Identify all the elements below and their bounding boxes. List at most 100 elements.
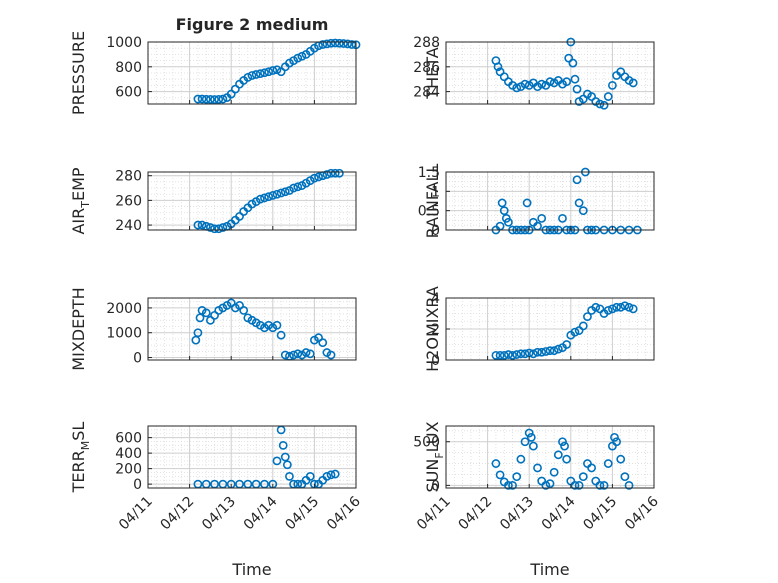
data-point: [524, 428, 534, 438]
data-point: [512, 350, 522, 359]
y-tick-label: 200: [115, 462, 142, 478]
data-point: [322, 471, 332, 481]
x-tick-label: 04/13: [497, 494, 537, 534]
y-tick-label: 1000: [106, 326, 142, 342]
data-point: [326, 350, 336, 360]
data-point: [309, 173, 319, 183]
axes-box: [147, 41, 357, 105]
data-point: [334, 168, 344, 178]
data-point: [255, 69, 265, 79]
data-point: [553, 344, 563, 354]
y-tick-label: 4: [431, 291, 440, 307]
y-tick-label: 0.5: [418, 204, 440, 220]
data-point: [264, 192, 274, 202]
data-point: [528, 441, 538, 451]
data-point: [545, 77, 555, 87]
y-axis-label: TERRMSL: [69, 422, 92, 494]
axes-box: [445, 171, 655, 231]
data-point: [322, 39, 332, 49]
axes-box: [147, 171, 357, 231]
data-point: [330, 469, 340, 479]
data-point: [574, 198, 584, 208]
data-point: [574, 480, 584, 490]
x-tick-label: 04/15: [282, 494, 322, 534]
plot-area: [446, 172, 654, 230]
data-point: [520, 349, 530, 359]
data-point: [553, 450, 563, 460]
data-point: [278, 440, 288, 450]
data-point: [522, 198, 532, 208]
x-tick-label: 04/16: [324, 493, 364, 533]
data-point: [280, 452, 290, 462]
y-tick-label: 2: [431, 322, 440, 338]
data-point: [516, 349, 526, 359]
y-tick-label: 260: [115, 193, 142, 209]
data-point: [293, 349, 303, 359]
data-point: [260, 193, 269, 203]
data-point: [210, 224, 219, 234]
data-point: [326, 470, 336, 480]
data-point: [339, 39, 348, 48]
data-point: [276, 330, 286, 340]
data-point: [201, 308, 211, 318]
data-point: [533, 347, 542, 357]
data-point: [276, 188, 286, 198]
data-point: [334, 38, 344, 48]
data-point: [578, 321, 588, 331]
x-tick-label: 04/14: [539, 493, 579, 533]
y-axis-label: THETA: [423, 47, 442, 99]
data-point: [495, 350, 505, 360]
data-point: [205, 223, 215, 232]
data-point: [533, 463, 542, 473]
data-point: [264, 67, 274, 77]
y-axis-label: MIXDEPTH: [69, 287, 88, 370]
y-tick-label: 2000: [106, 301, 142, 317]
data-point: [318, 338, 328, 348]
x-tick-label: 04/13: [199, 494, 239, 534]
data-point: [255, 194, 265, 204]
x-tick-label: 04/12: [158, 494, 198, 534]
data-point: [218, 223, 228, 232]
data-point: [610, 432, 619, 442]
data-point: [572, 175, 582, 185]
y-tick-label: 1: [431, 184, 440, 200]
y-tick-label: 240: [115, 218, 142, 234]
x-tick-label: 04/11: [116, 494, 156, 534]
data-point: [560, 441, 569, 451]
data-point: [197, 220, 207, 230]
data-point: [537, 347, 547, 357]
y-tick-label: 400: [115, 446, 142, 462]
data-point: [218, 94, 228, 104]
data-point: [558, 437, 567, 447]
data-point: [616, 302, 626, 312]
subplot-pressure: 600 800 1000 PRESSURE: [69, 31, 361, 115]
axes-box: [147, 425, 357, 489]
x-axis-label: Time: [231, 560, 271, 579]
data-point: [214, 224, 224, 234]
data-point: [591, 302, 601, 312]
data-point: [583, 312, 592, 321]
data-point: [628, 304, 638, 314]
y-axis-label: H2OMIXRA: [423, 286, 442, 372]
plot-area: [148, 42, 356, 104]
data-point: [205, 95, 215, 104]
data-point: [603, 459, 613, 468]
y-axis-label: PRESSURE: [69, 31, 88, 115]
subplot-mixdepth: 0 1000 2000 MIXDEPTH: [69, 287, 357, 371]
data-point: [526, 432, 536, 442]
data-point: [193, 94, 203, 104]
data-point: [516, 454, 526, 464]
data-point: [503, 217, 513, 227]
data-point: [572, 84, 582, 94]
y-tick-label: 288: [413, 35, 440, 51]
x-axis-label: Time: [529, 560, 569, 579]
data-point: [214, 95, 224, 104]
y-tick-label: 600: [115, 85, 142, 101]
data-point: [297, 51, 307, 61]
